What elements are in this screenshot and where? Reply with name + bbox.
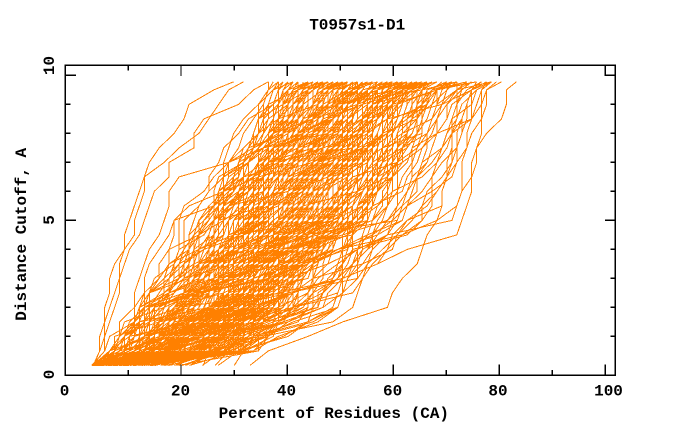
svg-text:5: 5 <box>41 215 59 225</box>
svg-text:60: 60 <box>383 382 402 400</box>
svg-text:10: 10 <box>41 56 59 75</box>
svg-text:0: 0 <box>41 370 59 380</box>
svg-text:0: 0 <box>60 382 70 400</box>
svg-text:T0957s1-D1: T0957s1-D1 <box>309 17 405 35</box>
svg-text:Distance Cutoff, A: Distance Cutoff, A <box>13 147 31 320</box>
svg-text:80: 80 <box>488 382 507 400</box>
svg-text:40: 40 <box>277 382 296 400</box>
svg-text:20: 20 <box>171 382 190 400</box>
svg-text:Percent of Residues (CA): Percent of Residues (CA) <box>219 405 449 423</box>
svg-text:100: 100 <box>594 382 623 400</box>
